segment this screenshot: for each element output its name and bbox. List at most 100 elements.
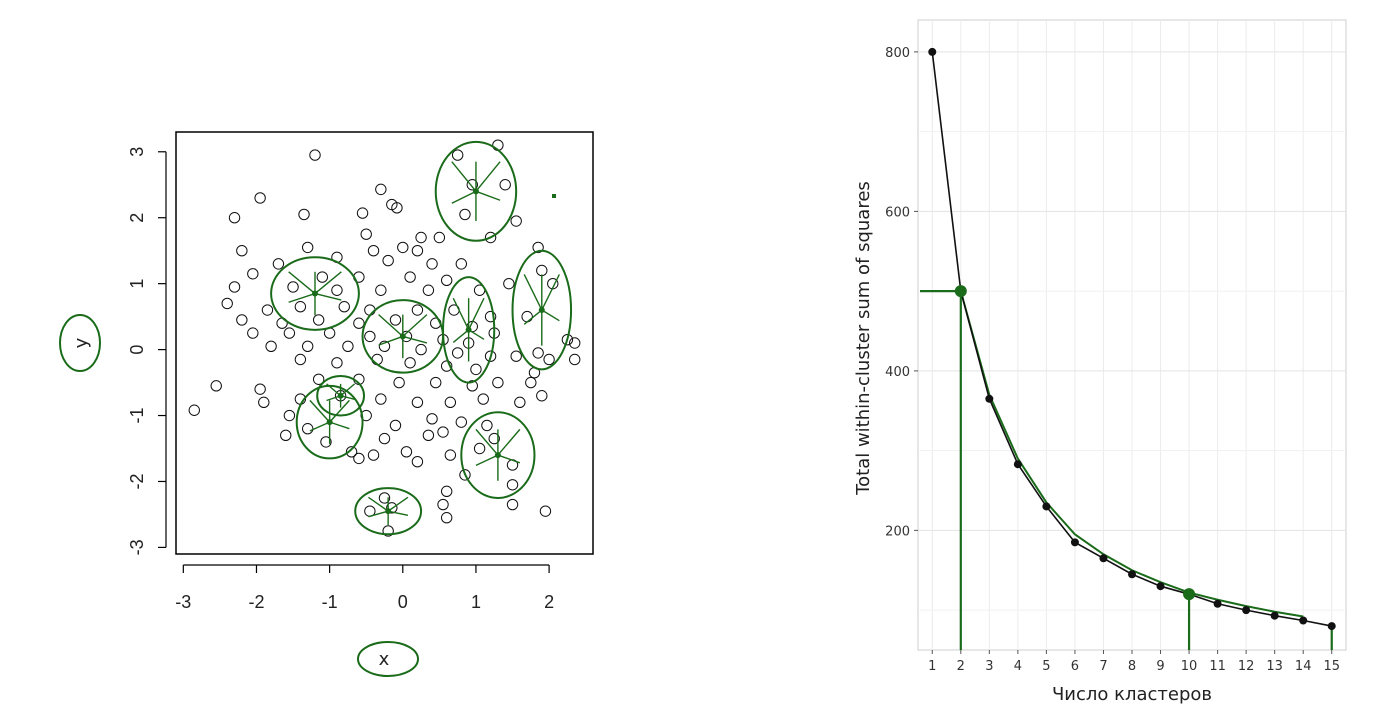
elbow-x-tick-label: 14 <box>1295 659 1312 674</box>
cluster-outline <box>511 249 573 371</box>
elbow-x-tick-label: 2 <box>957 659 965 674</box>
annotation-dot <box>552 194 556 198</box>
scatter-point <box>470 363 482 376</box>
cluster-outline <box>354 487 423 536</box>
scatter-y-tick-label: -3 <box>127 539 147 555</box>
scatter-point <box>391 202 403 214</box>
scatter-point <box>301 241 314 254</box>
scatter-point <box>484 310 497 323</box>
elbow-x-tick-label: 6 <box>1071 659 1079 674</box>
scatter-point <box>228 212 241 224</box>
cluster-spoke <box>451 190 477 204</box>
scatter-point <box>254 192 266 204</box>
elbow-x-tick-label: 13 <box>1266 659 1283 674</box>
elbow-x-axis-label: Число кластеров <box>1052 684 1212 705</box>
scatter-point <box>378 492 391 504</box>
elbow-data-point <box>1156 582 1165 591</box>
scatter-point <box>378 432 391 445</box>
cluster-spoke <box>326 383 342 397</box>
scatter-point <box>188 404 200 416</box>
scatter-point <box>360 409 372 422</box>
scatter-point <box>298 208 310 221</box>
cluster-spoke <box>452 329 470 344</box>
scatter-x-tick-label: 2 <box>544 592 554 612</box>
scatter-point <box>569 353 581 366</box>
cluster-spoke <box>314 292 342 301</box>
cluster-outline <box>434 140 518 242</box>
scatter-point <box>411 244 424 257</box>
elbow-data-point <box>1299 616 1308 625</box>
scatter-point <box>536 264 548 277</box>
elbow-x-tick-label: 11 <box>1209 659 1226 674</box>
scatter-point <box>440 485 453 498</box>
scatter-point <box>301 423 314 435</box>
scatter-point <box>287 281 299 293</box>
scatter-point <box>433 231 446 244</box>
cluster-spoke <box>378 335 404 346</box>
scatter-point <box>367 244 380 257</box>
elbow-x-tick-label: 15 <box>1323 659 1340 674</box>
scatter-point <box>397 241 409 254</box>
scatter-point <box>437 498 449 511</box>
scatter-point <box>466 380 478 392</box>
scatter-point <box>444 449 457 461</box>
scatter-point <box>536 390 548 402</box>
scatter-point <box>375 284 387 296</box>
scatter-point <box>411 396 424 409</box>
scatter-point <box>532 241 544 254</box>
cluster-outline <box>270 256 360 331</box>
cluster-spoke <box>475 454 499 467</box>
cluster-spoke <box>452 297 470 331</box>
scatter-point <box>283 409 296 422</box>
scatter-plot: -3 -2 -1 0 1 2 -3 -2 -1 0 1 2 3 x y <box>59 131 594 677</box>
scatter-point <box>386 502 398 514</box>
elbow-data-point <box>1099 554 1108 563</box>
scatter-x-tick-label: 0 <box>398 592 408 612</box>
scatter-point <box>488 432 500 445</box>
elbow-y-axis-label: Total within-cluster sum of squares <box>853 181 874 496</box>
scatter-point <box>415 343 427 356</box>
scatter-point <box>473 442 486 455</box>
scatter-point <box>247 327 259 339</box>
scatter-x-tick-label: 1 <box>471 592 481 612</box>
elbow-data-point <box>1242 606 1251 615</box>
cluster-outline <box>442 276 496 384</box>
scatter-point <box>261 304 274 316</box>
elbow-x-tick-label: 1 <box>928 659 936 674</box>
scatter-y-tick-label: 0 <box>127 345 147 355</box>
cluster-spoke <box>497 454 521 464</box>
scatter-x-axis-label: x <box>379 649 390 670</box>
scatter-point <box>338 301 350 313</box>
elbow-data-point <box>1270 611 1279 620</box>
scatter-point <box>236 244 248 257</box>
scatter-point <box>426 258 438 270</box>
scatter-point <box>411 304 424 316</box>
scatter-point <box>265 340 277 352</box>
scatter-point <box>400 446 413 458</box>
cluster-spoke <box>388 510 409 516</box>
scatter-point <box>312 373 325 385</box>
scatter-point <box>236 314 248 326</box>
scatter-point <box>430 376 442 389</box>
cluster-spoke <box>288 271 316 295</box>
elbow-data-point <box>1070 538 1079 547</box>
y-label-ring <box>59 314 101 372</box>
cluster-spoke <box>402 314 428 337</box>
elbow-y-tick-label: 400 <box>885 365 910 380</box>
cluster-centroid <box>465 326 472 333</box>
scatter-y-axis: -3 -2 -1 0 1 2 3 <box>127 147 167 555</box>
cluster-centroid <box>312 290 318 297</box>
scatter-point <box>422 429 435 442</box>
cluster-spoke <box>309 399 331 423</box>
scatter-point <box>382 254 394 267</box>
scatter-point <box>532 347 544 359</box>
elbow-x-tick-label: 12 <box>1238 659 1255 674</box>
scatter-point <box>426 413 438 425</box>
scatter-point <box>404 357 416 369</box>
cluster-outline <box>460 411 536 499</box>
cluster-centroid <box>326 419 333 426</box>
scatter-point <box>521 310 533 323</box>
scatter-x-tick-label: -1 <box>322 592 338 612</box>
elbow-grid <box>918 20 1346 650</box>
cluster-spoke <box>329 399 350 423</box>
